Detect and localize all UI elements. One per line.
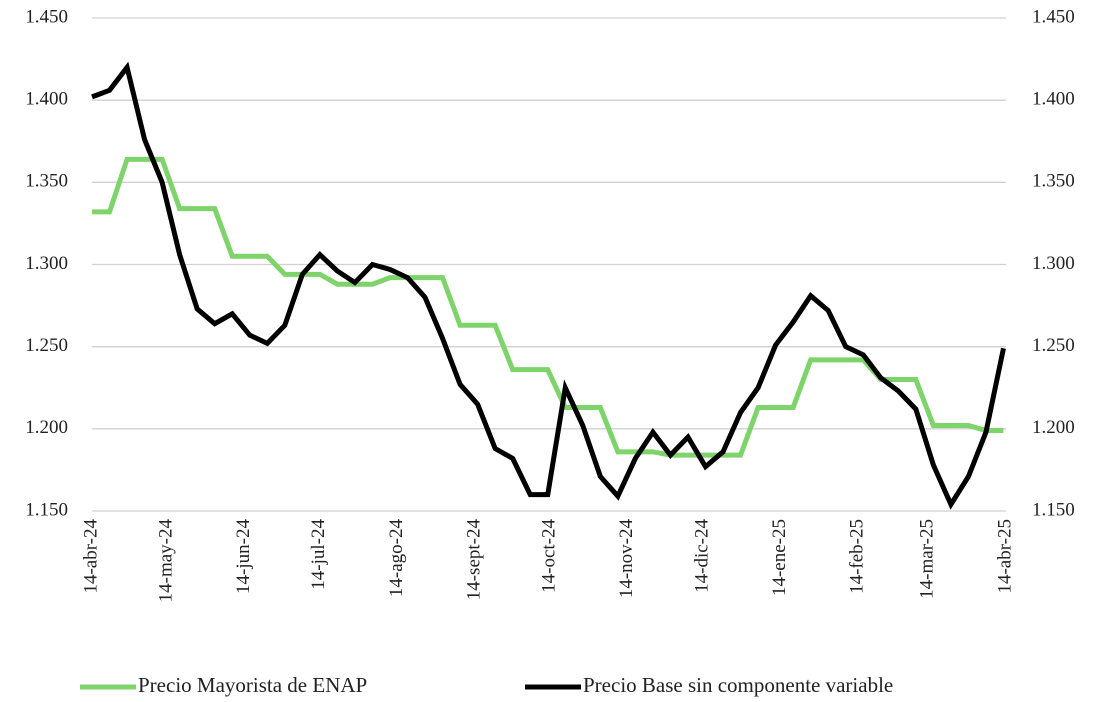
y2-tick-label: 1.400 — [1032, 89, 1075, 110]
y2-tick-label: 1.450 — [1032, 6, 1075, 27]
y-tick-label: 1.350 — [25, 171, 68, 192]
x-tick-label: 14-oct-24 — [539, 519, 560, 593]
x-tick-label: 14-abr-25 — [994, 519, 1015, 594]
x-tick-label: 14-jun-24 — [233, 519, 254, 594]
x-tick-label: 14-nov-24 — [616, 519, 637, 599]
y2-tick-label: 1.350 — [1032, 171, 1075, 192]
x-tick-label: 14-mar-25 — [917, 519, 938, 599]
y-tick-label: 1.450 — [25, 6, 68, 27]
y2-tick-label: 1.300 — [1032, 253, 1075, 274]
line-series — [91, 61, 1006, 510]
y-tick-label: 1.300 — [25, 253, 68, 274]
y2-tick-label: 1.250 — [1032, 335, 1075, 356]
x-tick-label: 14-abr-24 — [80, 519, 101, 594]
y-tick-label: 1.250 — [25, 335, 68, 356]
x-tick-label: 14-may-24 — [155, 519, 176, 603]
x-tick-label: 14-dic-24 — [691, 519, 712, 593]
legend-label: Precio Base sin componente variable — [583, 673, 893, 697]
y-tick-label: 1.150 — [25, 499, 68, 520]
y2-tick-label: 1.200 — [1032, 417, 1075, 438]
y-tick-label: 1.400 — [25, 89, 68, 110]
x-tick-label: 14-ago-24 — [386, 519, 407, 598]
x-tick-label: 14-ene-25 — [769, 519, 790, 596]
y2-tick-label: 1.150 — [1032, 499, 1075, 520]
x-tick-label: 14-sept-24 — [463, 519, 484, 601]
y-tick-label: 1.200 — [25, 417, 68, 438]
x-tick-label: 14-feb-25 — [847, 519, 868, 594]
line-series — [92, 156, 1004, 458]
x-tick-label: 14-jul-24 — [308, 519, 329, 590]
legend-label: Precio Mayorista de ENAP — [138, 673, 367, 697]
